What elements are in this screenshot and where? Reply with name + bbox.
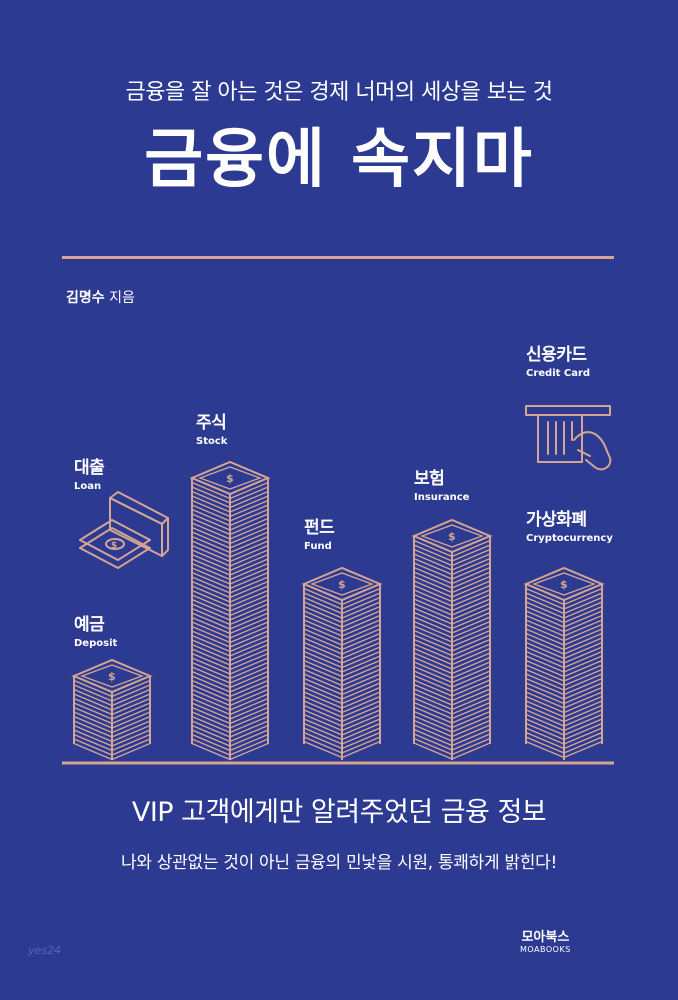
category-label-ko: 가상화폐	[526, 510, 587, 530]
category-label-ko: 보험	[414, 469, 445, 489]
author-name: 김명수	[66, 290, 105, 306]
headline: VIP 고객에게만 알려주었던 금융 정보	[131, 797, 547, 828]
svg-text:$: $	[226, 472, 234, 485]
category-label-en: Cryptocurrency	[526, 533, 613, 544]
publisher-name-ko: 모아북스	[521, 930, 570, 945]
svg-text:$: $	[108, 670, 116, 683]
publisher-logo: 모아북스 MOABOOKS	[520, 926, 571, 954]
category-fund: 펀드 Fund	[304, 513, 335, 552]
title-divider	[62, 256, 614, 259]
cover-subtitle: 금융을 잘 아는 것은 경제 너머의 세상을 보는 것	[125, 80, 553, 105]
author-role: 지음	[109, 290, 135, 306]
category-deposit: 예금 Deposit	[74, 610, 117, 649]
category-loan: 대출 Loan	[74, 453, 105, 492]
stock-stack: $	[189, 460, 271, 761]
fund-stack: $	[301, 566, 383, 760]
category-label-en: Loan	[74, 481, 102, 492]
category-credit-card: 신용카드 Credit Card	[526, 340, 590, 379]
category-label-en: Deposit	[74, 638, 118, 649]
cash-machine-icon: $	[79, 491, 169, 569]
book-title: 금융에 속지마	[144, 122, 534, 197]
svg-text:$: $	[448, 530, 456, 543]
publisher-name-en: MOABOOKS	[520, 945, 571, 954]
category-label-en: Insurance	[414, 492, 470, 503]
category-label-ko: 예금	[74, 615, 105, 635]
deposit-stack: $	[71, 658, 153, 761]
insurance-stack: $	[411, 518, 493, 760]
category-label-en: Credit Card	[526, 368, 591, 379]
svg-text:$: $	[111, 541, 117, 551]
category-label-ko: 펀드	[304, 518, 335, 538]
category-label-ko: 신용카드	[526, 345, 587, 365]
svg-text:$: $	[338, 578, 346, 591]
category-stock: 주식 Stock	[196, 408, 227, 447]
credit-card-terminal-icon	[525, 405, 612, 471]
category-label-en: Stock	[196, 436, 228, 447]
category-label-en: Fund	[304, 541, 332, 552]
cryptocurrency-stack: $	[523, 566, 605, 760]
category-label-ko: 주식	[196, 413, 227, 433]
watermark: yes24	[28, 944, 62, 957]
tagline: 나와 상관없는 것이 아닌 금융의 민낯을 시원, 통쾌하게 밝힌다!	[121, 853, 557, 873]
category-label-ko: 대출	[74, 458, 105, 478]
category-insurance: 보험 Insurance	[414, 464, 469, 503]
svg-text:$: $	[560, 578, 568, 591]
category-cryptocurrency: 가상화폐 Cryptocurrency	[526, 505, 613, 544]
author-credit: 김명수 지음	[66, 287, 135, 307]
